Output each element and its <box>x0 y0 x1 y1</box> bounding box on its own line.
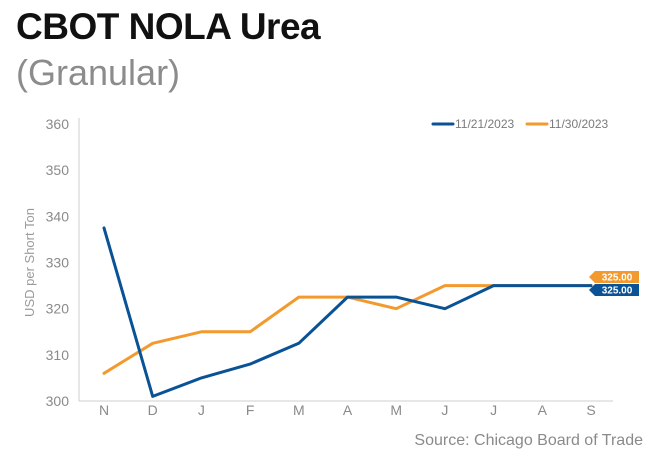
x-tick-label: N <box>99 402 109 418</box>
y-tick-label: 330 <box>46 255 70 271</box>
end-labels: 325.00 325.00 <box>589 271 639 297</box>
chart-title: CBOT NOLA Urea <box>16 6 321 47</box>
x-tick-label: A <box>343 402 353 418</box>
axes: 300 310 320 330 340 350 360 N D J F M A M J J A S USD per … <box>22 116 613 418</box>
end-label-tag-2 <box>589 271 639 283</box>
x-tick-label: J <box>198 402 205 418</box>
legend-label-1: 11/21/2023 <box>455 117 514 131</box>
x-tick-label: F <box>246 402 255 418</box>
series-line-1 <box>102 226 593 398</box>
y-tick-label: 350 <box>46 162 70 178</box>
y-tick-label: 360 <box>46 116 70 132</box>
source-note: Source: Chicago Board of Trade <box>414 432 643 449</box>
y-axis-title: USD per Short Ton <box>22 208 37 317</box>
legend-label-2: 11/30/2023 <box>549 117 608 131</box>
end-label-tag-1 <box>589 284 639 296</box>
chart-subtitle: (Granular) <box>16 52 181 93</box>
y-tick-label: 310 <box>46 347 70 363</box>
x-tick-label: J <box>490 402 497 418</box>
x-tick-label: J <box>441 402 448 418</box>
x-tick-label: S <box>586 402 595 418</box>
y-tick-label: 300 <box>46 393 70 409</box>
x-tick-label: D <box>148 402 158 418</box>
end-label-2: 325.00 <box>602 273 633 284</box>
end-label-1: 325.00 <box>602 286 633 297</box>
x-tick-label: M <box>293 402 305 418</box>
y-tick-label: 340 <box>46 208 70 224</box>
x-tick-label: A <box>538 402 548 418</box>
y-tick-label: 320 <box>46 301 70 317</box>
legend: 11/21/2023 11/30/2023 <box>431 117 608 131</box>
series-lines <box>102 226 593 398</box>
x-tick-label: M <box>390 402 402 418</box>
